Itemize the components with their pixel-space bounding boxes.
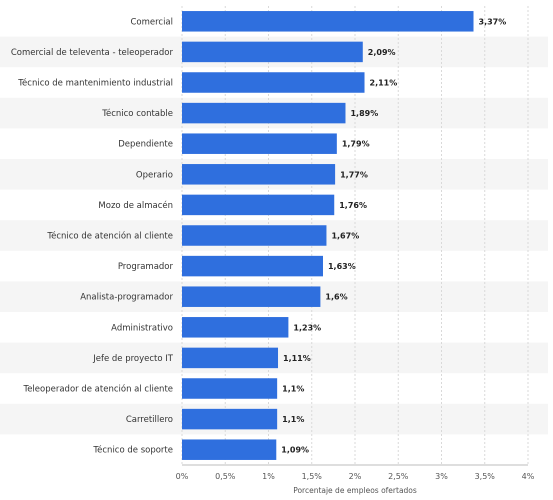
category-label: Técnico de soporte [92, 445, 173, 456]
x-tick-label: 3% [435, 472, 448, 481]
category-label: Operario [136, 170, 173, 180]
category-label: Programador [118, 262, 174, 272]
bar [182, 164, 336, 185]
x-tick-label: 2,5% [388, 472, 409, 481]
x-tick-label: 1% [262, 472, 275, 481]
category-label: Carretillero [126, 415, 173, 425]
bar [182, 133, 337, 154]
bar [182, 317, 289, 338]
x-tick-label: 2% [349, 472, 362, 481]
category-label: Analista-programador [80, 293, 173, 303]
value-label: 1,79% [342, 140, 370, 149]
category-label: Dependiente [118, 140, 173, 150]
bar [182, 408, 278, 430]
category-label: Jefe de proyecto IT [92, 354, 174, 364]
bar [182, 286, 321, 307]
category-label: Técnico de atención al cliente [46, 231, 173, 242]
category-label: Técnico contable [101, 108, 173, 119]
x-tick-label: 4% [522, 472, 535, 481]
bar [182, 255, 323, 277]
category-label: Teleoperador de atención al cliente [22, 384, 173, 395]
value-label: 1,23% [293, 323, 321, 332]
x-tick-label: 1,5% [302, 472, 323, 481]
bar [182, 439, 277, 460]
bar [182, 102, 346, 124]
bar [182, 41, 363, 63]
category-label: Administrativo [111, 323, 173, 333]
value-label: 3,37% [479, 17, 507, 26]
value-label: 1,1% [282, 385, 304, 394]
value-label: 1,11% [283, 354, 311, 363]
category-label: Técnico de mantenimiento industrial [17, 78, 173, 89]
value-label: 1,09% [281, 446, 309, 455]
bar [182, 11, 474, 32]
bar [182, 225, 327, 246]
value-label: 2,11% [370, 79, 398, 88]
category-label: Mozo de almacén [98, 200, 173, 211]
x-tick-label: 0% [176, 472, 189, 481]
value-label: 1,67% [331, 232, 359, 241]
bar [182, 378, 278, 399]
category-label: Comercial de televenta - teleoperador [11, 48, 174, 58]
bar [182, 194, 335, 216]
value-label: 1,89% [350, 109, 378, 118]
x-axis-title: Porcentaje de empleos ofertados [293, 486, 417, 495]
value-label: 2,09% [368, 48, 396, 57]
value-label: 1,77% [340, 170, 368, 179]
x-tick-label: 0,5% [215, 472, 236, 481]
bar [182, 347, 279, 369]
x-tick-label: 3,5% [475, 472, 496, 481]
bar [182, 72, 365, 93]
value-label: 1,6% [325, 293, 347, 302]
value-label: 1,76% [339, 201, 367, 210]
category-label: Comercial [130, 17, 173, 27]
value-label: 1,63% [328, 262, 356, 271]
value-label: 1,1% [282, 415, 304, 424]
